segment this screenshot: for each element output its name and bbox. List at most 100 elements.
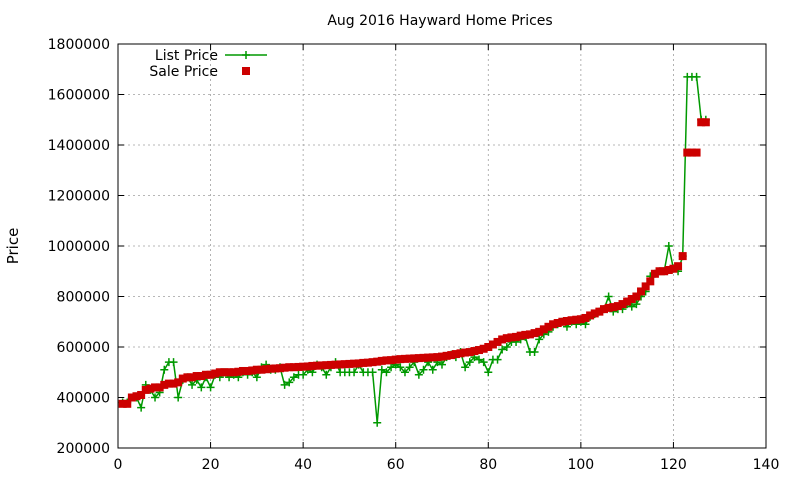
y-tick-label: 800000	[57, 290, 110, 306]
data-point	[576, 315, 585, 324]
data-point	[387, 356, 396, 365]
data-point	[470, 347, 479, 356]
data-point	[535, 335, 544, 344]
data-point	[701, 118, 710, 127]
data-point	[197, 383, 206, 392]
data-point	[650, 269, 659, 278]
legend-marker	[242, 67, 250, 75]
data-point	[248, 366, 257, 375]
data-point	[188, 373, 197, 382]
data-point	[674, 262, 683, 271]
data-point	[174, 393, 183, 402]
data-point	[127, 393, 136, 402]
data-point	[484, 368, 493, 377]
data-point	[331, 360, 340, 369]
data-point	[498, 335, 507, 344]
data-point	[428, 365, 437, 374]
data-point	[424, 353, 433, 362]
data-point	[137, 390, 146, 399]
y-tick-label: 600000	[57, 340, 110, 356]
data-point	[410, 354, 419, 363]
data-point	[451, 350, 460, 359]
y-tick-label: 1600000	[48, 88, 110, 104]
data-point	[627, 295, 636, 304]
data-point	[678, 252, 687, 261]
data-point	[664, 242, 673, 250]
data-point	[572, 315, 581, 324]
data-point	[687, 148, 696, 157]
axes: 0 20 40 60 80 100 120 140 200000 400000 600000 8000…	[48, 37, 780, 473]
data-point	[151, 393, 160, 402]
data-point	[313, 361, 322, 370]
data-point	[461, 348, 470, 357]
data-point	[276, 364, 284, 373]
data-point	[655, 267, 664, 276]
data-point	[692, 72, 701, 81]
chart-title: Aug 2016 Hayward Home Prices	[327, 13, 552, 29]
data-point	[669, 264, 678, 273]
data-point	[336, 360, 345, 369]
data-point	[220, 368, 229, 377]
data-point	[137, 403, 146, 412]
data-point	[285, 363, 294, 372]
legend-label: List Price	[155, 48, 218, 64]
data-point	[266, 364, 275, 373]
data-point	[516, 331, 525, 340]
data-point	[299, 362, 308, 371]
data-point	[197, 372, 206, 381]
data-point	[400, 354, 409, 363]
data-point	[456, 349, 465, 358]
data-point	[368, 358, 377, 367]
data-point	[419, 365, 428, 374]
data-point	[530, 329, 539, 338]
data-point	[174, 378, 183, 387]
data-point	[525, 330, 534, 339]
data-point	[484, 343, 493, 351]
data-point	[502, 334, 511, 343]
data-point	[169, 379, 178, 388]
data-point	[252, 373, 261, 382]
data-point	[521, 330, 530, 339]
grid	[118, 44, 766, 448]
data-point	[438, 360, 446, 369]
y-tick-label: 1800000	[48, 37, 110, 53]
y-tick-label: 1400000	[48, 138, 110, 154]
data-point	[271, 364, 280, 373]
data-point	[206, 370, 215, 379]
data-point	[192, 372, 201, 381]
data-point	[419, 353, 428, 362]
data-point	[604, 303, 613, 312]
data-point	[414, 354, 423, 363]
data-point	[123, 399, 132, 408]
data-point	[438, 352, 446, 361]
data-point	[405, 363, 414, 372]
data-point	[382, 368, 391, 377]
data-point	[400, 368, 409, 377]
data-point	[326, 360, 335, 369]
data-point	[595, 307, 604, 316]
x-tick-label: 60	[387, 457, 405, 473]
data-point	[146, 384, 155, 393]
data-point	[683, 148, 692, 157]
data-point	[396, 355, 405, 364]
data-point	[553, 319, 562, 328]
data-point	[243, 366, 252, 375]
data-point	[151, 383, 160, 392]
data-point	[225, 368, 234, 377]
data-point	[414, 370, 423, 379]
data-point	[627, 302, 636, 311]
data-point	[229, 368, 238, 377]
data-point	[609, 303, 618, 312]
y-tick-label: 1000000	[48, 239, 110, 255]
data-point	[475, 355, 484, 364]
data-point	[280, 380, 289, 389]
data-point	[382, 356, 391, 365]
data-point	[405, 354, 414, 363]
data-point	[188, 380, 197, 389]
data-point	[530, 348, 539, 357]
data-point	[368, 368, 377, 377]
data-point	[280, 363, 289, 372]
x-tick-label: 140	[753, 457, 780, 473]
